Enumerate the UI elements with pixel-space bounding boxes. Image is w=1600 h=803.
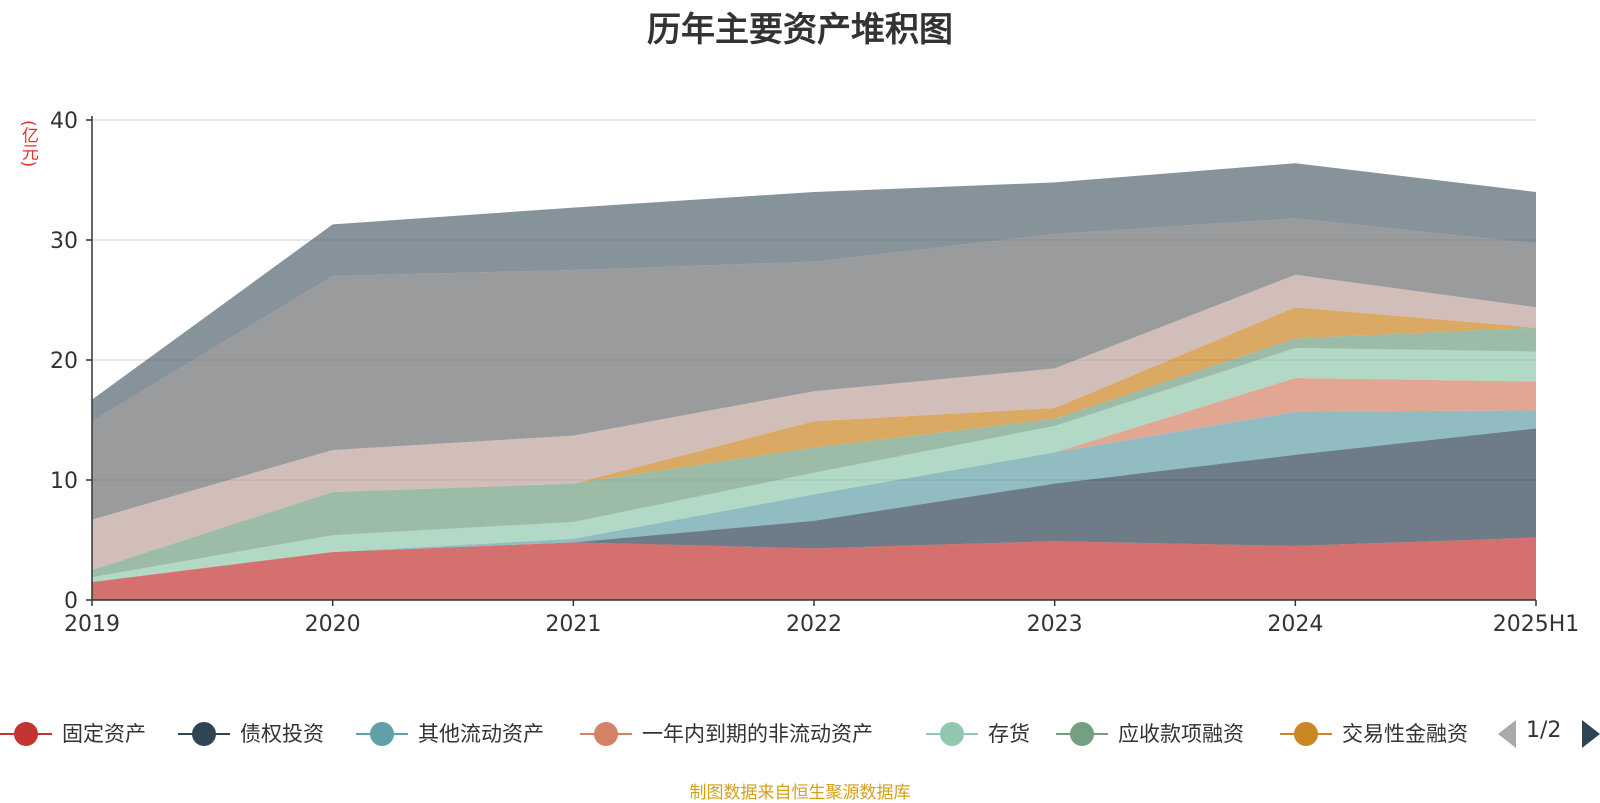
x-tick-label: 2025H1 <box>1493 612 1580 637</box>
chart-title: 历年主要资产堆积图 <box>647 10 953 50</box>
x-tick-label: 2019 <box>64 612 120 637</box>
x-tick-label: 2021 <box>545 612 601 637</box>
legend-dot-icon <box>192 722 216 746</box>
area-series-0 <box>92 537 1536 600</box>
y-axis-unit-label: (亿元) <box>18 120 38 168</box>
area-series-5 <box>92 327 1536 578</box>
source-note: 制图数据来自恒生聚源数据库 <box>689 783 911 803</box>
x-tick-label: 2023 <box>1027 612 1083 637</box>
x-tick-label: 2024 <box>1267 612 1323 637</box>
area-series-3 <box>92 378 1536 582</box>
legend-label: 其他流动资产 <box>418 722 544 746</box>
x-tick-label: 2020 <box>305 612 361 637</box>
x-tick-label: 2022 <box>786 612 842 637</box>
legend-label: 存货 <box>988 722 1030 746</box>
legend-label: 债权投资 <box>240 722 324 746</box>
area-series-1 <box>92 428 1536 582</box>
legend-dot-icon <box>1070 722 1094 746</box>
y-tick-label: 0 <box>64 589 78 614</box>
area-series-9 <box>92 163 1536 422</box>
legend-dot-icon <box>1294 722 1318 746</box>
y-tick-label: 30 <box>50 229 78 254</box>
y-tick-label: 20 <box>50 349 78 374</box>
area-series-4 <box>92 348 1536 582</box>
legend-page-indicator: 1/2 <box>1526 718 1562 743</box>
legend-dot-icon <box>940 722 964 746</box>
legend-dot-icon <box>370 722 394 746</box>
chart-legend: 固定资产 债权投资 其他流动资产 一年内到期的非流动资产 存货 应收款项融资 交易性金融资 <box>0 716 1600 752</box>
stacked-area-chart: 0 10 20 30 40 2019 2020 2021 2022 2023 2024 2025H1 <box>50 109 1580 637</box>
legend-dot-icon <box>594 722 618 746</box>
legend-label: 一年内到期的非流动资产 <box>642 722 873 746</box>
area-series-2 <box>92 410 1536 582</box>
area-series-8 <box>92 218 1536 520</box>
legend-label: 固定资产 <box>62 722 146 746</box>
y-tick-label: 10 <box>50 469 78 494</box>
area-series-6 <box>92 307 1536 570</box>
legend-label: 应收款项融资 <box>1118 722 1244 746</box>
area-series-7 <box>92 274 1536 570</box>
legend-dot-icon <box>14 722 38 746</box>
legend-label: 交易性金融资 <box>1342 722 1468 746</box>
legend-next-page-icon[interactable] <box>1582 720 1600 748</box>
legend-prev-page-icon[interactable] <box>1498 720 1516 748</box>
y-tick-label: 40 <box>50 109 78 134</box>
